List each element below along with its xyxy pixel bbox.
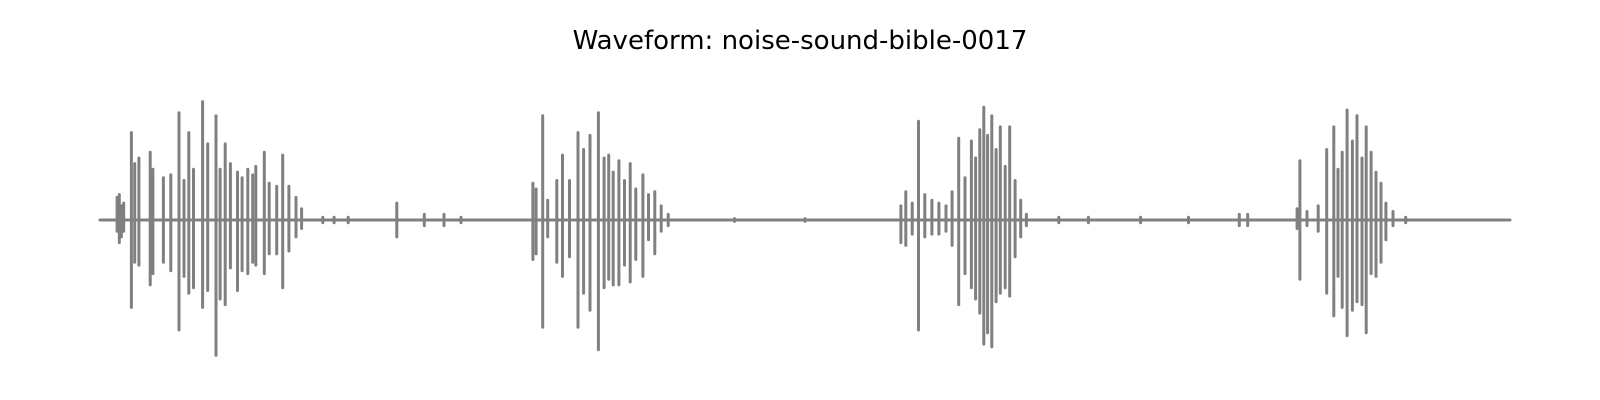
chart-title: Waveform: noise-sound-bible-0017 [572,26,1028,56]
waveform-spikes [115,100,1408,357]
